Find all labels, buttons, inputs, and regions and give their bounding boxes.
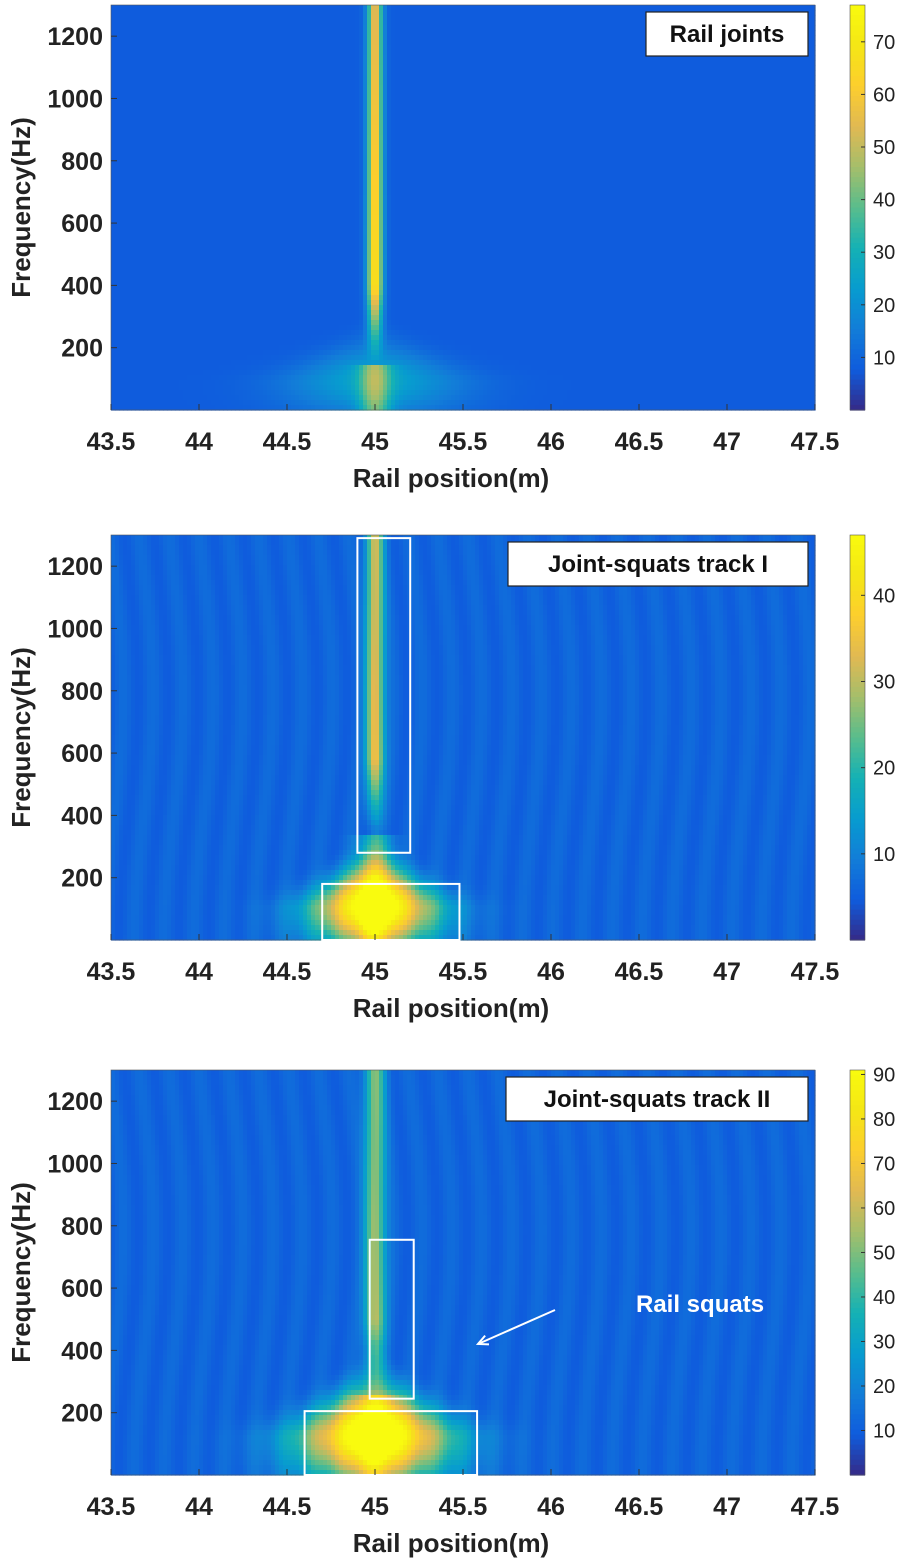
x-tick-label: 46: [537, 428, 565, 456]
y-axis-label: Frequency(Hz): [6, 647, 36, 828]
chart-title: Rail joints: [670, 21, 785, 48]
colorbar-tick-label: 20: [873, 295, 895, 317]
x-tick-label: 44.5: [263, 958, 312, 986]
x-tick-label: 45.5: [439, 958, 488, 986]
x-tick-label: 45: [361, 428, 389, 456]
x-tick-label: 47.5: [791, 1493, 840, 1521]
colorbar-tick-label: 80: [873, 1109, 895, 1131]
title-box: [645, 11, 809, 57]
annotation-box-rail-joints: [356, 537, 412, 854]
x-tick-label: 47.5: [791, 958, 840, 986]
y-tick-label: 1000: [47, 615, 103, 643]
x-tick-label: 47: [713, 958, 741, 986]
annotation-box-rail-squats: [321, 882, 461, 941]
heatmap-field: [111, 535, 816, 941]
x-tick-label: 46: [537, 958, 565, 986]
x-tick-label: 45.5: [439, 428, 488, 456]
y-axis-label: Frequency(Hz): [6, 117, 36, 298]
colorbar-tick-label: 90: [873, 1064, 895, 1086]
y-tick-label: 200: [61, 335, 103, 363]
colorbar-tick-label: 50: [873, 1242, 895, 1264]
y-tick-label: 200: [61, 1400, 103, 1428]
x-tick-label: 44: [185, 958, 213, 986]
x-tick-label: 44.5: [263, 428, 312, 456]
colorbar-tick-label: 10: [873, 347, 895, 369]
heatmap-field: [111, 5, 816, 411]
x-tick-label: 44: [185, 1493, 213, 1521]
panel-rail-joints: Rail joints 43.5 44 44.5 45 45.5 46 46.5 47 47.5 2…: [0, 0, 905, 510]
chart-title: Joint-squats track I: [548, 551, 768, 578]
y-tick-label: 800: [61, 1213, 103, 1241]
colorbar-tick-label: 30: [873, 242, 895, 264]
x-axis-label: Rail position(m): [353, 463, 549, 493]
colorbar-tick-label: 40: [873, 190, 895, 212]
x-axis-label: Rail position(m): [353, 1528, 549, 1558]
y-tick-label: 1200: [47, 553, 103, 581]
annotation-box-rail-joints: [368, 1238, 415, 1400]
colorbar: 10 20 30 40 50 60 70 80 90: [849, 1064, 895, 1476]
colorbar-tick-label: 60: [873, 1198, 895, 1220]
x-tick-label: 43.5: [87, 958, 136, 986]
y-tick-label: 1000: [47, 1150, 103, 1178]
y-tick-label: 600: [61, 740, 103, 768]
colorbar: 10 20 30 40: [849, 534, 895, 941]
heatmap-field: [111, 1070, 816, 1476]
y-tick-label: 600: [61, 1275, 103, 1303]
x-tick-label: 46.5: [615, 428, 664, 456]
title-box: [507, 541, 809, 587]
colorbar-tick-label: 60: [873, 84, 895, 106]
colorbar-tick-label: 50: [873, 137, 895, 159]
colorbar: 10 20 30 40 50 60 70: [849, 4, 895, 411]
colorbar-tick-label: 40: [873, 1287, 895, 1309]
x-tick-label: 44.5: [263, 1493, 312, 1521]
colorbar-tick-label: 40: [873, 585, 895, 607]
annotation-label: Rail squats: [636, 1291, 764, 1318]
y-tick-label: 800: [61, 148, 103, 176]
colorbar-tick-label: 20: [873, 758, 895, 780]
x-tick-label: 45: [361, 958, 389, 986]
arrow-head-icon: [475, 1334, 490, 1346]
y-tick-label: 800: [61, 678, 103, 706]
x-tick-label: 46: [537, 1493, 565, 1521]
heatmap-svg: Rail joints 43.5 44 44.5 45 45.5 46 46.5 47 47.5 2…: [6, 4, 895, 493]
annotation-arrow: [477, 1309, 556, 1345]
chart-title: Joint-squats track II: [544, 1086, 771, 1113]
x-tick-label: 45.5: [439, 1493, 488, 1521]
x-tick-label: 47.5: [791, 428, 840, 456]
x-tick-label: 47: [713, 1493, 741, 1521]
y-tick-label: 400: [61, 1337, 103, 1365]
y-tick-label: 400: [61, 802, 103, 830]
y-tick-label: 1200: [47, 23, 103, 51]
x-tick-label: 45: [361, 1493, 389, 1521]
x-tick-label: 43.5: [87, 1493, 136, 1521]
x-axis-label: Rail position(m): [353, 993, 549, 1023]
x-tick-label: 44: [185, 428, 213, 456]
colorbar-tick-label: 30: [873, 1331, 895, 1353]
x-tick-label: 46.5: [615, 958, 664, 986]
x-tick-label: 46.5: [615, 1493, 664, 1521]
y-tick-label: 600: [61, 210, 103, 238]
y-axis-label: Frequency(Hz): [6, 1182, 36, 1363]
x-tick-label: 47: [713, 428, 741, 456]
y-tick-label: 200: [61, 865, 103, 893]
y-tick-label: 1200: [47, 1088, 103, 1116]
colorbar-tick-label: 70: [873, 32, 895, 54]
colorbar-tick-label: 10: [873, 1420, 895, 1442]
y-tick-label: 1000: [47, 85, 103, 113]
colorbar-tick-label: 30: [873, 671, 895, 693]
y-tick-label: 400: [61, 272, 103, 300]
x-tick-label: 43.5: [87, 428, 136, 456]
title-box: [505, 1076, 809, 1122]
colorbar-tick-label: 10: [873, 844, 895, 866]
colorbar-tick-label: 70: [873, 1153, 895, 1175]
colorbar-tick-label: 20: [873, 1376, 895, 1398]
annotation-box-rail-squats: [303, 1410, 479, 1476]
